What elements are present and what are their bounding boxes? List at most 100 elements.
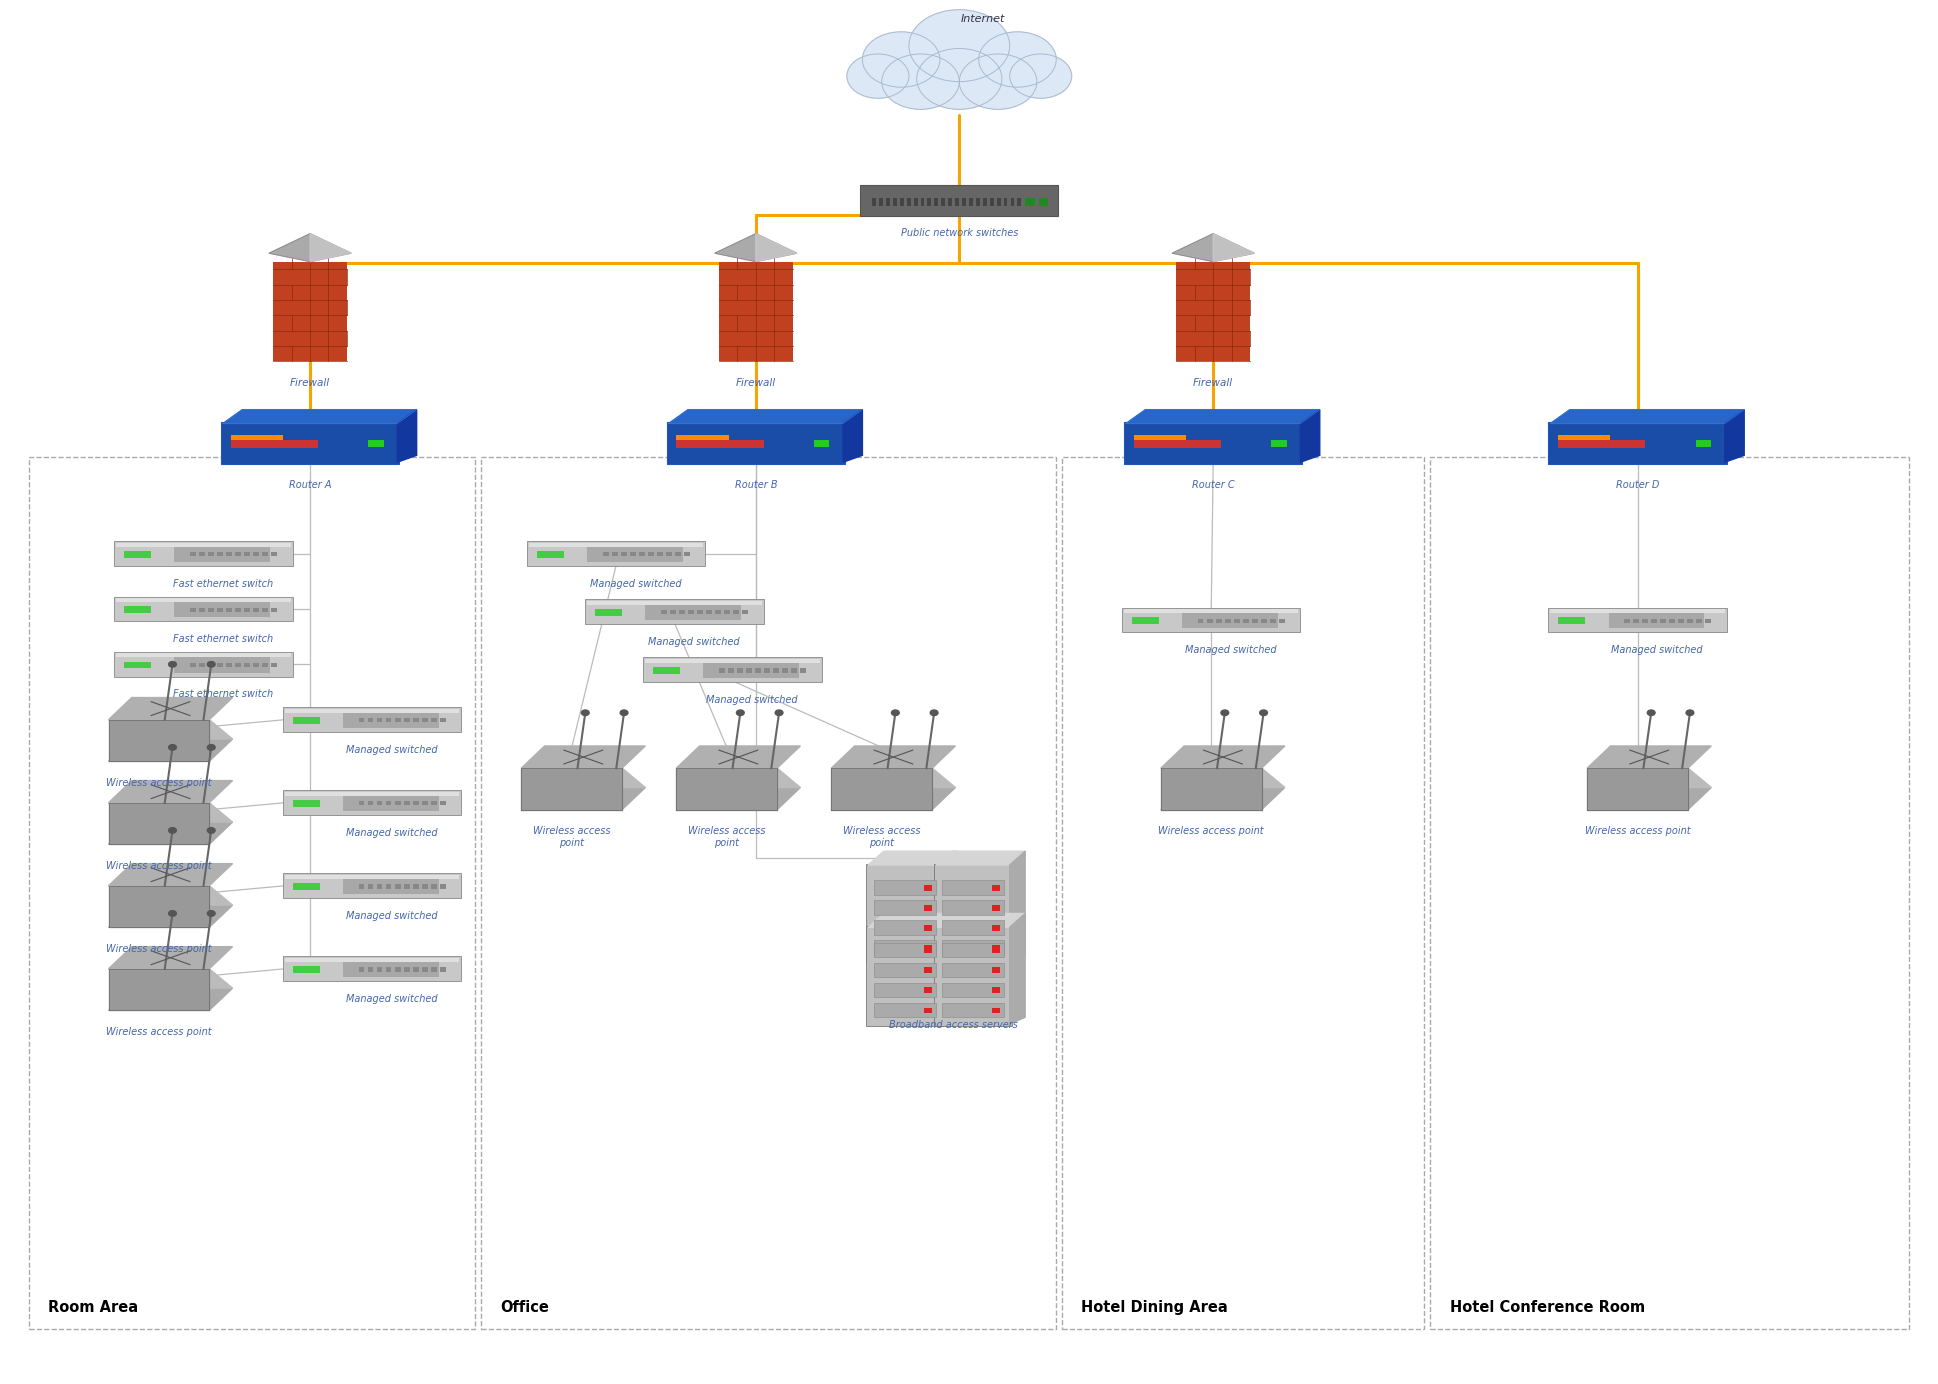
- Bar: [271, 663, 277, 667]
- Bar: [413, 967, 419, 972]
- Bar: [481, 457, 1056, 1329]
- FancyBboxPatch shape: [866, 926, 944, 1026]
- Bar: [174, 601, 269, 617]
- Circle shape: [1686, 710, 1694, 716]
- Bar: [907, 198, 911, 206]
- Bar: [977, 198, 981, 206]
- Text: Managed switched: Managed switched: [705, 695, 798, 704]
- Text: Managed switched: Managed switched: [1184, 645, 1277, 655]
- FancyBboxPatch shape: [283, 956, 461, 981]
- Bar: [422, 967, 428, 972]
- Bar: [217, 663, 223, 667]
- Bar: [1609, 612, 1705, 628]
- Bar: [285, 875, 459, 879]
- Bar: [800, 668, 806, 673]
- Bar: [899, 198, 903, 206]
- Circle shape: [620, 710, 628, 716]
- Bar: [645, 659, 820, 663]
- Bar: [1678, 619, 1684, 623]
- Bar: [244, 663, 250, 667]
- Text: Firewall: Firewall: [1194, 378, 1233, 388]
- Bar: [1688, 619, 1694, 623]
- Circle shape: [1260, 710, 1267, 716]
- Polygon shape: [843, 410, 862, 462]
- Bar: [674, 552, 680, 556]
- Polygon shape: [109, 803, 209, 844]
- Circle shape: [581, 710, 589, 716]
- FancyBboxPatch shape: [1122, 608, 1300, 632]
- Bar: [359, 718, 364, 722]
- Bar: [200, 608, 205, 612]
- Bar: [254, 663, 260, 667]
- Bar: [430, 884, 436, 889]
- Text: Public network switches: Public network switches: [901, 228, 1017, 238]
- Text: Firewall: Firewall: [736, 378, 775, 388]
- Bar: [227, 663, 233, 667]
- Bar: [886, 198, 890, 206]
- Bar: [791, 668, 797, 673]
- Bar: [190, 552, 196, 556]
- Circle shape: [891, 710, 899, 716]
- Bar: [814, 440, 829, 447]
- Bar: [661, 610, 667, 614]
- Bar: [440, 801, 446, 805]
- Bar: [271, 552, 277, 556]
- Bar: [587, 601, 762, 605]
- Bar: [271, 608, 277, 612]
- Bar: [227, 552, 233, 556]
- Circle shape: [917, 48, 1002, 109]
- Circle shape: [169, 662, 176, 667]
- Bar: [234, 552, 240, 556]
- Circle shape: [1221, 710, 1229, 716]
- Polygon shape: [1213, 234, 1254, 262]
- Circle shape: [169, 828, 176, 833]
- Bar: [1661, 619, 1667, 623]
- Bar: [403, 884, 409, 889]
- Bar: [1696, 619, 1702, 623]
- Bar: [116, 543, 291, 547]
- Bar: [368, 884, 374, 889]
- Bar: [376, 884, 382, 889]
- Text: Wireless access point: Wireless access point: [1585, 826, 1690, 836]
- Bar: [1132, 617, 1159, 624]
- FancyBboxPatch shape: [667, 422, 845, 464]
- Bar: [124, 551, 151, 558]
- Bar: [403, 718, 409, 722]
- Bar: [872, 198, 876, 206]
- Bar: [244, 608, 250, 612]
- FancyBboxPatch shape: [283, 873, 461, 898]
- Polygon shape: [1587, 768, 1711, 787]
- Bar: [1634, 619, 1640, 623]
- Bar: [924, 886, 932, 891]
- Bar: [928, 198, 932, 206]
- Bar: [430, 718, 436, 722]
- Bar: [234, 663, 240, 667]
- Circle shape: [882, 54, 959, 109]
- Bar: [733, 610, 738, 614]
- Bar: [262, 608, 267, 612]
- Bar: [422, 718, 428, 722]
- Polygon shape: [1587, 787, 1711, 810]
- Bar: [116, 598, 291, 602]
- Bar: [413, 884, 419, 889]
- Bar: [376, 801, 382, 805]
- Bar: [729, 668, 735, 673]
- Bar: [376, 967, 382, 972]
- Polygon shape: [521, 768, 622, 810]
- FancyBboxPatch shape: [114, 541, 293, 566]
- Polygon shape: [1587, 768, 1688, 810]
- Bar: [1558, 617, 1585, 624]
- Polygon shape: [831, 787, 955, 810]
- Text: Wireless access point: Wireless access point: [1159, 826, 1264, 836]
- Bar: [934, 198, 938, 206]
- FancyBboxPatch shape: [866, 864, 944, 963]
- Bar: [217, 552, 223, 556]
- Circle shape: [169, 745, 176, 750]
- Bar: [190, 663, 196, 667]
- Bar: [874, 1002, 936, 1017]
- Bar: [395, 718, 401, 722]
- Text: Managed switched: Managed switched: [345, 828, 438, 837]
- Text: Wireless access point: Wireless access point: [107, 778, 211, 787]
- Bar: [174, 545, 269, 562]
- Bar: [234, 608, 240, 612]
